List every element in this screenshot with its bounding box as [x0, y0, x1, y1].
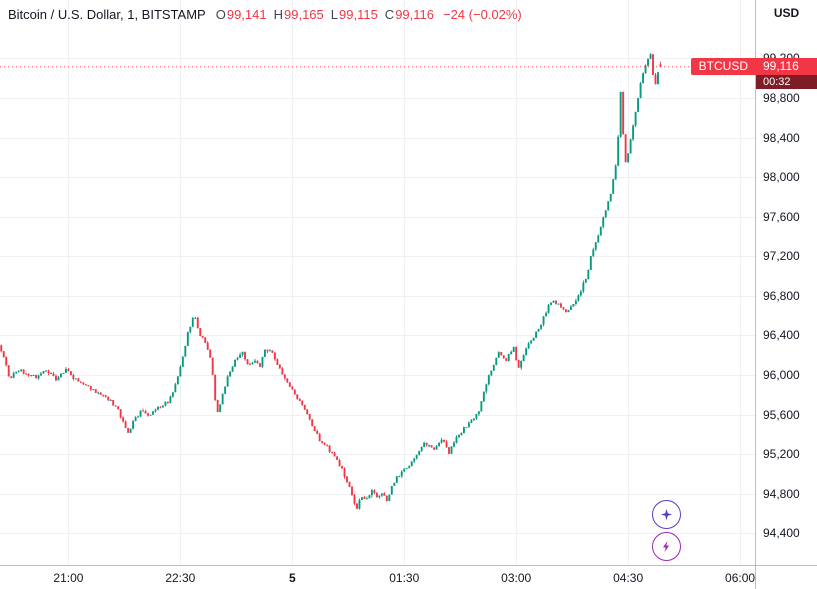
- time-axis-label: 5: [288, 571, 296, 585]
- price-axis-separator: [755, 0, 756, 589]
- time-axis-label: 21:00: [53, 571, 84, 585]
- ohlc-open-value: 99,141: [226, 7, 267, 22]
- price-axis-label: 95,600: [763, 407, 800, 422]
- price-axis-label: 95,200: [763, 447, 800, 462]
- candlestick-chart[interactable]: [0, 0, 755, 565]
- price-axis-label: 97,600: [763, 209, 800, 224]
- ohlc-high: H99,165: [274, 7, 324, 22]
- time-axis-label: 22:30: [165, 571, 196, 585]
- time-axis-label: 03:00: [501, 571, 532, 585]
- ohlc-high-value: 99,165: [284, 7, 324, 22]
- ohlc-close-value: 99,116: [395, 7, 434, 22]
- time-axis-label: 04:30: [613, 571, 644, 585]
- price-axis-label: 96,400: [763, 328, 800, 343]
- time-axis[interactable]: 21:00 22:30 5 01:30 03:00 04:30 06:00: [0, 566, 755, 589]
- price-change: −24 (−0.02%): [442, 7, 522, 22]
- ohlc-close-key: C: [384, 7, 395, 22]
- ohlc-values: O99,141 H99,165 L99,115 C99,116 −24 (−0.…: [216, 7, 522, 22]
- last-price-value: 99,116: [756, 58, 817, 76]
- currency-toggle[interactable]: USD: [773, 6, 800, 20]
- ai-sparkle-button[interactable]: [652, 500, 681, 529]
- last-price-badge: BTCUSD 99,116: [690, 58, 817, 76]
- chart-pane[interactable]: Bitcoin / U.S. Dollar, 1, BITSTAMP O99,1…: [0, 0, 755, 565]
- sparkle-icon: [660, 508, 673, 521]
- time-axis-label: 06:00: [725, 571, 756, 585]
- price-axis-label: 98,400: [763, 130, 800, 145]
- ohlc-low-value: 99,115: [339, 7, 378, 22]
- axis-corner: [756, 566, 817, 589]
- time-axis-separator: [0, 565, 817, 566]
- price-axis-label: 96,800: [763, 288, 800, 303]
- lightning-bolt-icon: [660, 540, 673, 553]
- price-axis-label: 97,200: [763, 249, 800, 264]
- price-axis-label: 98,800: [763, 90, 800, 105]
- ohlc-low: L99,115: [331, 7, 378, 22]
- symbol-title[interactable]: Bitcoin / U.S. Dollar, 1, BITSTAMP: [8, 7, 206, 22]
- candle-series: [0, 53, 662, 510]
- price-axis-label: 94,800: [763, 486, 800, 501]
- price-axis-label: 94,400: [763, 526, 800, 541]
- price-axis-label: 96,000: [763, 368, 800, 383]
- ohlc-high-key: H: [273, 7, 283, 22]
- ohlc-open-key: O: [215, 7, 226, 22]
- time-axis-label: 01:30: [389, 571, 420, 585]
- gridlines: [0, 0, 755, 565]
- symbol-legend: Bitcoin / U.S. Dollar, 1, BITSTAMP O99,1…: [8, 7, 522, 22]
- price-axis-label: 98,000: [763, 170, 800, 185]
- ohlc-open: O99,141: [216, 7, 267, 22]
- price-axis[interactable]: USD 94,400 94,800 95,200 95,600 96,000 96,400…: [756, 0, 817, 565]
- lightning-button[interactable]: [652, 532, 681, 561]
- bar-countdown: 00:32: [756, 75, 817, 90]
- last-price-symbol: BTCUSD: [690, 58, 756, 76]
- ohlc-low-key: L: [330, 7, 338, 22]
- ohlc-close: C99,116: [385, 7, 434, 22]
